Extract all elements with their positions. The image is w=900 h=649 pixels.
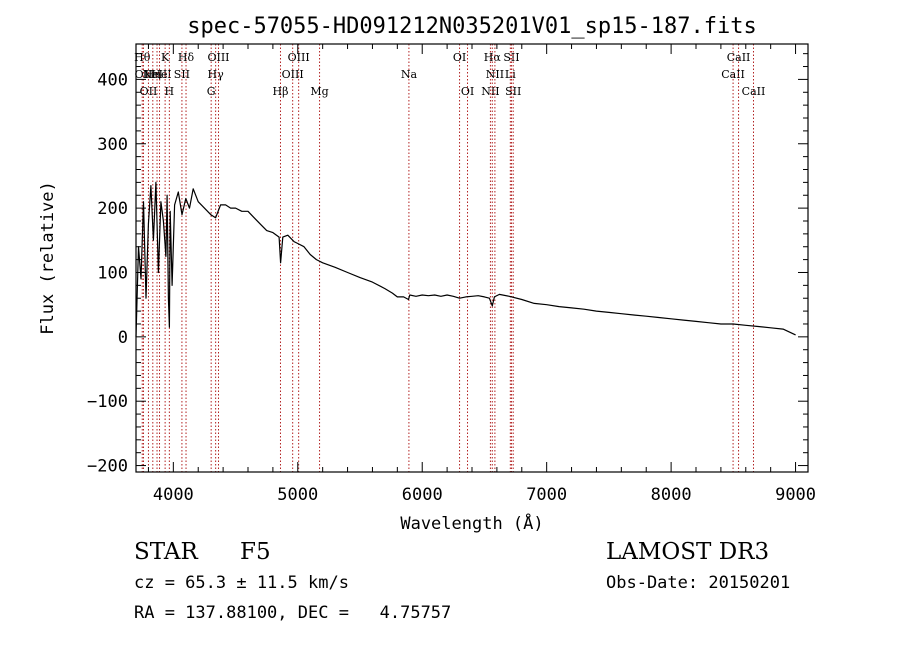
marker-label-28: CaII: [742, 85, 766, 98]
marker-label-24: SII: [503, 51, 519, 64]
marker-label-0: Hθ: [134, 51, 151, 64]
marker-label-26: CaII: [721, 68, 745, 81]
x-axis-label: Wavelength (Å): [400, 512, 543, 534]
x-tick-label-6000: 6000: [402, 485, 443, 505]
marker-label-3: Hη: [145, 68, 161, 81]
marker-label-21: Hα: [484, 51, 502, 64]
marker-label-23: Li: [505, 68, 516, 81]
spectrum-line: [135, 181, 796, 337]
marker-label-8: Hδ: [178, 51, 195, 64]
survey-name: LAMOST DR3: [606, 539, 770, 565]
object-subclass: F5: [240, 539, 271, 565]
marker-label-7: H: [165, 85, 175, 98]
marker-label-17: Na: [401, 68, 418, 81]
x-tick-label-9000: 9000: [775, 485, 816, 505]
marker-label-16: Mg: [310, 85, 328, 98]
marker-label-27: CaII: [727, 51, 751, 64]
x-tick-label-5000: 5000: [277, 485, 318, 505]
y-tick-label-3: 100: [97, 263, 128, 283]
chart-title: spec-57055-HD091212N035201V01_sp15-187.f…: [187, 14, 757, 39]
coordinates: RA = 137.88100, DEC = 4.75757: [134, 603, 452, 623]
marker-label-22: NII: [486, 68, 504, 81]
plot-frame: [135, 43, 809, 473]
axis-ticks: 4000 5000 6000 7000 8000 9000 −200 −100 0 100 200 3…: [87, 44, 816, 505]
marker-label-11: Hγ: [208, 68, 225, 81]
y-tick-label-4: 200: [97, 199, 128, 219]
marker-label-20: NII: [481, 85, 499, 98]
marker-label-1: OII: [135, 68, 153, 81]
x-tick-label-7000: 7000: [526, 485, 567, 505]
redshift-info: cz = 65.3 ± 11.5 km/s: [134, 573, 349, 593]
marker-label-10: G: [207, 85, 216, 98]
marker-label-25: SII: [505, 85, 521, 98]
obs-date: Obs-Date: 20150201: [606, 573, 791, 593]
marker-label-14: OIII: [282, 68, 304, 81]
marker-label-13: Hβ: [273, 85, 289, 98]
marker-label-2: OII: [140, 85, 158, 98]
marker-label-18: OI: [453, 51, 466, 64]
marker-label-5: He: [151, 68, 167, 81]
y-tick-label-2: 0: [118, 328, 128, 348]
y-tick-label-0: −200: [87, 457, 128, 477]
emission-line-markers: HθOIIOIIHηNeIIIHeKHHδSIIGHγOIIIHβOIIIOII…: [134, 44, 765, 472]
object-class: STAR: [134, 539, 198, 565]
y-tick-label-1: −100: [87, 392, 128, 412]
x-tick-label-4000: 4000: [153, 485, 194, 505]
marker-label-6: K: [161, 51, 170, 64]
marker-label-15: OIII: [288, 51, 310, 64]
y-axis-label: Flux (relative): [38, 181, 58, 335]
y-tick-label-6: 400: [97, 70, 128, 90]
marker-label-12: OIII: [207, 51, 229, 64]
marker-label-19: OI: [461, 85, 474, 98]
y-tick-label-5: 300: [97, 135, 128, 155]
marker-label-4: NeIII: [142, 68, 171, 81]
x-tick-label-8000: 8000: [651, 485, 692, 505]
marker-label-9: SII: [174, 68, 190, 81]
